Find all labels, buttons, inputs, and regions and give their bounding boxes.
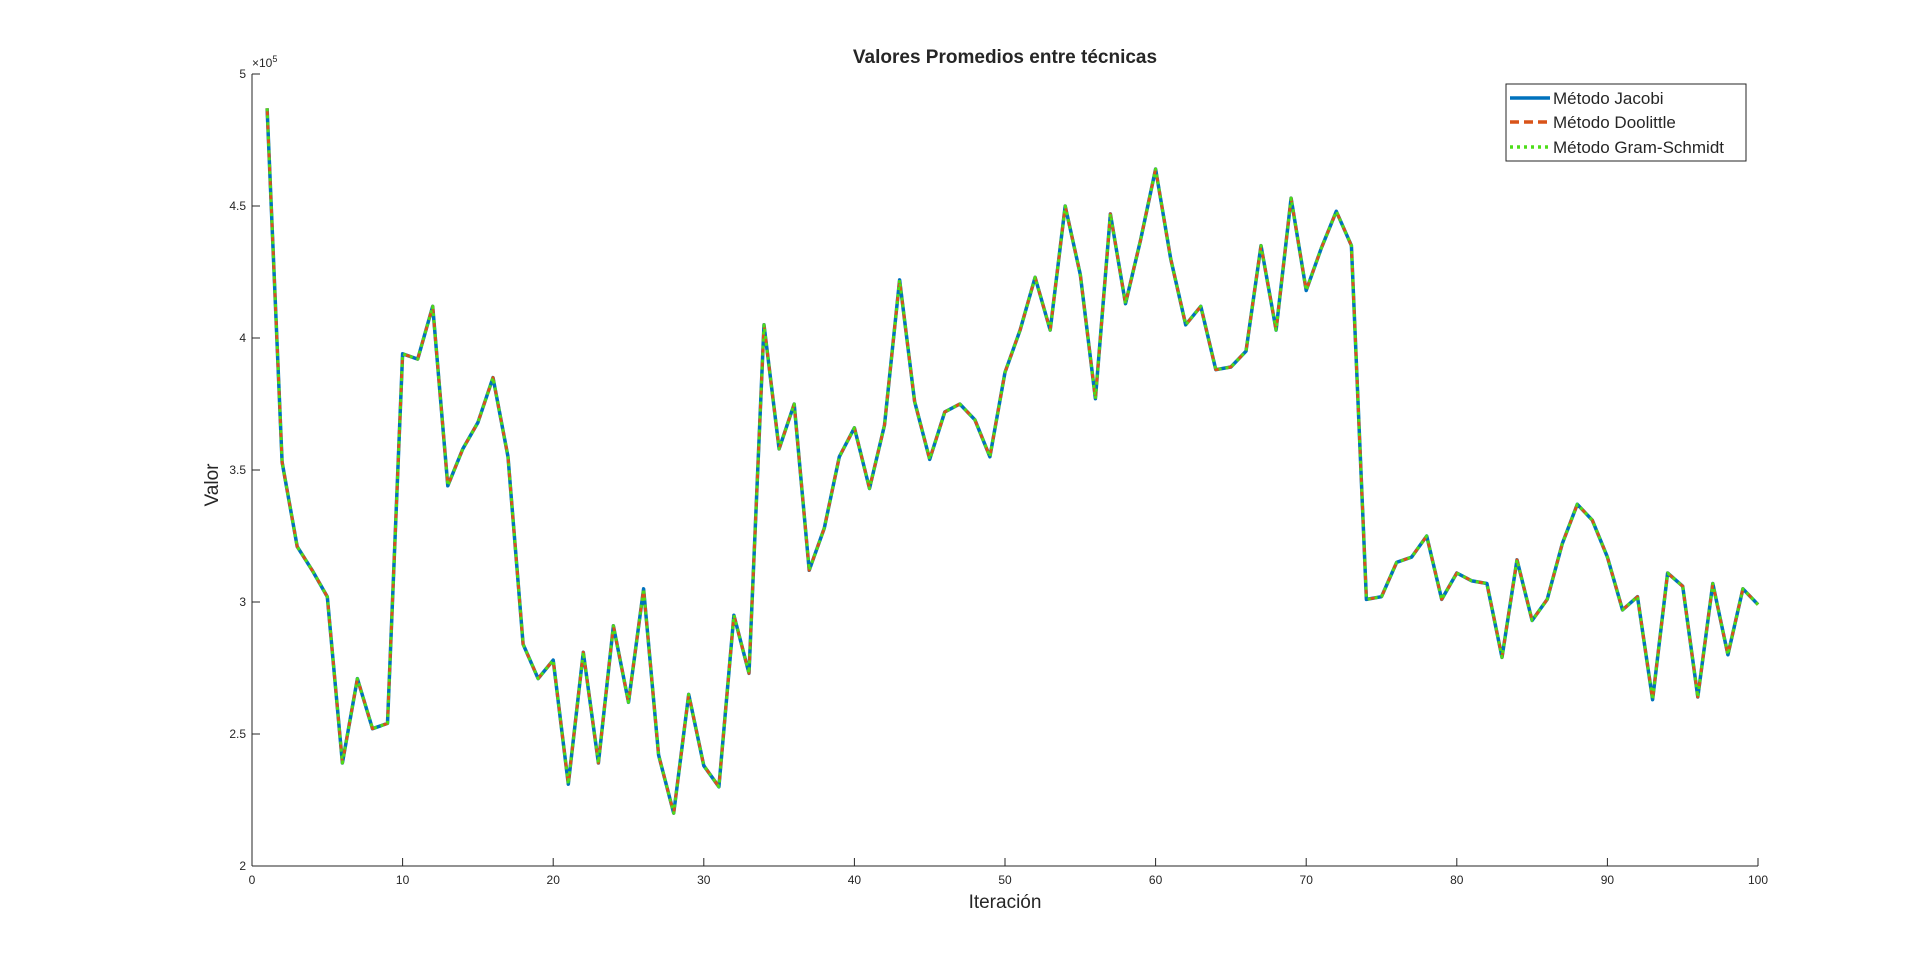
y-tick-label: 4.5 xyxy=(229,199,246,213)
x-tick-label: 30 xyxy=(697,873,711,887)
x-tick-label: 0 xyxy=(249,873,256,887)
y-axis-label: Valor xyxy=(202,463,223,507)
x-tick-label: 60 xyxy=(1149,873,1163,887)
legend-item-jacobi: Método Jacobi xyxy=(1510,89,1664,108)
y-tick-label: 5 xyxy=(239,67,246,81)
y-tick-label: 3.5 xyxy=(229,463,246,477)
x-tick-label: 20 xyxy=(547,873,561,887)
y-exponent-label: ×105 xyxy=(252,54,277,70)
x-tick-label: 10 xyxy=(396,873,410,887)
legend-item-gram-schmidt: Método Gram-Schmidt xyxy=(1510,138,1724,157)
y-ticks: 2 2.5 3 3.5 4 4.5 5 xyxy=(229,67,260,873)
x-tick-label: 80 xyxy=(1450,873,1464,887)
x-tick-label: 50 xyxy=(998,873,1012,887)
chart-title: Valores Promedios entre técnicas xyxy=(853,47,1157,68)
series-lines xyxy=(265,108,1760,815)
x-axis-label: Iteración xyxy=(969,892,1042,913)
x-tick-label: 90 xyxy=(1601,873,1615,887)
x-ticks: 0 10 20 30 40 50 60 70 80 90 100 xyxy=(249,858,1768,887)
legend-item-doolittle: Método Doolittle xyxy=(1510,113,1676,132)
legend: Método Jacobi Método Doolittle Método Gr… xyxy=(1505,83,1747,162)
legend-label-gram-schmidt: Método Gram-Schmidt xyxy=(1553,138,1724,157)
series-line-gram-schmidt xyxy=(265,108,1760,815)
y-tick-label: 4 xyxy=(239,331,246,345)
legend-label-jacobi: Método Jacobi xyxy=(1553,89,1664,108)
y-tick-label: 2 xyxy=(239,859,246,873)
x-tick-label: 40 xyxy=(848,873,862,887)
y-tick-label: 3 xyxy=(239,595,246,609)
y-tick-label: 2.5 xyxy=(229,727,246,741)
x-tick-label: 70 xyxy=(1300,873,1314,887)
x-tick-label: 100 xyxy=(1748,873,1768,887)
legend-label-doolittle: Método Doolittle xyxy=(1553,113,1676,132)
